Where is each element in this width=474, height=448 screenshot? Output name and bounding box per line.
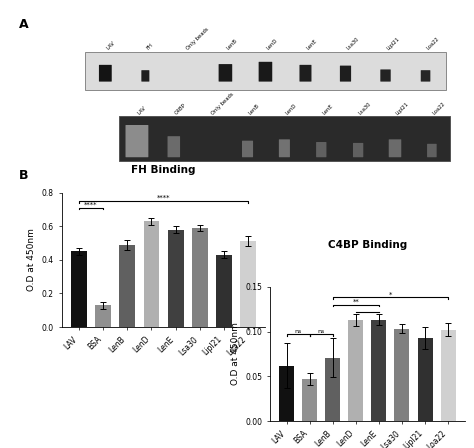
FancyBboxPatch shape: [219, 64, 232, 82]
Title: C4BP Binding: C4BP Binding: [328, 240, 407, 250]
Bar: [394, 329, 410, 421]
Text: LenB: LenB: [247, 103, 260, 116]
Text: LenD: LenD: [284, 103, 297, 116]
Bar: [302, 379, 317, 421]
FancyBboxPatch shape: [389, 139, 401, 157]
Bar: [441, 330, 456, 421]
Bar: [348, 320, 363, 421]
FancyBboxPatch shape: [118, 116, 450, 161]
FancyBboxPatch shape: [316, 142, 327, 157]
Bar: [144, 221, 159, 327]
Text: LAV: LAV: [137, 105, 147, 116]
Text: Only beads: Only beads: [185, 26, 210, 51]
Text: LenE: LenE: [305, 38, 318, 51]
FancyBboxPatch shape: [279, 139, 290, 157]
FancyBboxPatch shape: [126, 125, 148, 157]
Bar: [192, 228, 208, 327]
FancyBboxPatch shape: [353, 143, 363, 157]
FancyBboxPatch shape: [340, 65, 351, 82]
Text: Loa22: Loa22: [426, 36, 440, 51]
Bar: [168, 229, 183, 327]
Text: FH: FH: [146, 43, 154, 51]
Text: ****: ****: [157, 195, 170, 201]
Y-axis label: O.D at 450nm: O.D at 450nm: [231, 323, 240, 385]
Text: Lipl21: Lipl21: [395, 101, 410, 116]
FancyBboxPatch shape: [421, 70, 430, 82]
FancyBboxPatch shape: [300, 65, 311, 82]
Text: LenB: LenB: [226, 38, 238, 51]
Text: Only beads: Only beads: [210, 91, 235, 116]
FancyBboxPatch shape: [427, 144, 437, 157]
Text: B: B: [19, 169, 28, 182]
Bar: [240, 241, 256, 327]
Text: C4BP: C4BP: [174, 102, 187, 116]
FancyBboxPatch shape: [85, 52, 446, 90]
FancyBboxPatch shape: [259, 62, 272, 82]
FancyBboxPatch shape: [99, 65, 112, 82]
FancyBboxPatch shape: [141, 70, 149, 82]
FancyBboxPatch shape: [242, 141, 253, 157]
Text: **: **: [353, 299, 359, 305]
Text: A: A: [19, 18, 28, 31]
Y-axis label: O.D at 450nm: O.D at 450nm: [27, 228, 36, 291]
Text: LenE: LenE: [321, 103, 334, 116]
Bar: [71, 251, 87, 327]
Text: ns: ns: [318, 329, 325, 334]
Text: ns: ns: [294, 329, 301, 334]
FancyBboxPatch shape: [380, 69, 391, 82]
Bar: [119, 245, 135, 327]
Text: LAV: LAV: [105, 40, 116, 51]
Text: LenD: LenD: [265, 38, 278, 51]
Text: Loa22: Loa22: [432, 101, 447, 116]
Text: *: *: [389, 292, 392, 297]
Text: Lsa30: Lsa30: [346, 36, 360, 51]
Text: ****: ****: [84, 202, 98, 207]
Text: Lsa30: Lsa30: [358, 101, 373, 116]
Bar: [325, 358, 340, 421]
Text: Lipl21: Lipl21: [385, 36, 401, 51]
Bar: [372, 320, 386, 421]
Bar: [216, 255, 232, 327]
Bar: [418, 338, 433, 421]
Bar: [279, 366, 294, 421]
FancyBboxPatch shape: [167, 136, 180, 157]
Title: FH Binding: FH Binding: [131, 165, 196, 175]
Bar: [95, 305, 111, 327]
